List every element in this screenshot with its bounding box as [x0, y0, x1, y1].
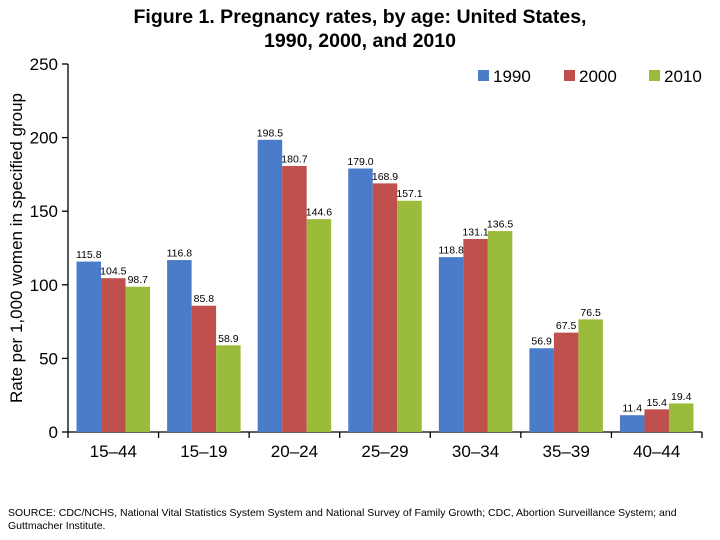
- bar-value-label: 19.4: [671, 391, 692, 403]
- bar-value-label: 180.7: [281, 154, 307, 166]
- bar-2000: [191, 305, 217, 432]
- x-tick-label: 15–44: [90, 442, 137, 461]
- y-tick-label: 200: [30, 129, 58, 148]
- bar-1990: [619, 415, 645, 432]
- bar-2010: [216, 345, 241, 432]
- bar-1990: [348, 168, 373, 432]
- y-tick-label: 250: [30, 55, 58, 74]
- bar-value-label: 67.5: [556, 320, 577, 332]
- bar-value-label: 144.6: [306, 207, 332, 219]
- bar-1990: [529, 348, 554, 432]
- x-tick-label: 25–29: [361, 442, 408, 461]
- bar-1990: [257, 139, 283, 433]
- bar-1990: [167, 260, 192, 432]
- bar-2010: [397, 200, 422, 432]
- legend-label-2010: 2010: [664, 67, 702, 86]
- bar-value-label: 118.8: [438, 245, 464, 257]
- bar-value-label: 116.8: [167, 248, 193, 260]
- y-tick-label: 0: [49, 423, 58, 442]
- y-tick-label: 50: [39, 349, 58, 368]
- x-tick-label: 40–44: [633, 442, 680, 461]
- x-tick-label: 20–24: [271, 442, 318, 461]
- bar-value-label: 131.1: [462, 227, 488, 239]
- bar-value-label: 11.4: [622, 403, 642, 415]
- legend-swatch-2000: [564, 70, 575, 81]
- legend-swatch-2010: [649, 70, 660, 81]
- bar-value-label: 56.9: [531, 336, 552, 348]
- legend-label-2000: 2000: [579, 67, 617, 86]
- bar-value-label: 115.8: [76, 249, 102, 261]
- y-tick-label: 150: [30, 202, 58, 221]
- bar-value-label: 198.5: [257, 127, 283, 139]
- chart-title-line-1: Figure 1. Pregnancy rates, by age: Unite…: [133, 6, 587, 28]
- bar-value-label: 104.5: [100, 266, 126, 278]
- bar-value-label: 58.9: [218, 333, 239, 345]
- legend-swatch-1990: [478, 70, 489, 81]
- y-tick-label: 100: [30, 276, 58, 295]
- bar-1990: [76, 261, 102, 432]
- bar-2010: [125, 286, 151, 432]
- x-tick-label: 35–39: [543, 442, 590, 461]
- chart-title-line-2: 1990, 2000, and 2010: [264, 30, 456, 52]
- bar-2000: [644, 409, 669, 432]
- bar-1990: [438, 257, 464, 432]
- chart-title: Figure 1. Pregnancy rates, by age: Unite…: [0, 5, 720, 53]
- bar-2010: [668, 403, 694, 432]
- x-tick-label: 30–34: [452, 442, 499, 461]
- bar-value-label: 136.5: [487, 219, 513, 231]
- bar-chart: 0 50 100 150 200 250 115.8 104.598.7 15–44 116.8 8…: [7, 55, 703, 461]
- bar-2000: [372, 183, 398, 432]
- bar-value-label: 157.1: [396, 188, 422, 200]
- bar-2010: [578, 319, 603, 432]
- bar-value-label: 15.4: [646, 397, 667, 409]
- source-note: SOURCE: CDC/NCHS, National Vital Statist…: [8, 507, 677, 532]
- bar-2000: [463, 239, 488, 432]
- x-tick-label: 15–19: [180, 442, 227, 461]
- bar-2010: [487, 231, 513, 432]
- bar-value-label: 98.7: [128, 274, 149, 286]
- bar-value-label: 168.9: [372, 171, 398, 183]
- bar-value-label: 179.0: [347, 156, 373, 168]
- bar-2000: [101, 278, 126, 432]
- bar-2000: [282, 166, 307, 433]
- legend-label-1990: 1990: [493, 67, 531, 86]
- y-axis-title: Rate per 1,000 women in specified group: [7, 93, 26, 403]
- bar-value-label: 85.8: [194, 293, 215, 305]
- bar-2010: [306, 219, 332, 432]
- bar-2000: [553, 332, 579, 432]
- bar-value-label: 76.5: [580, 307, 601, 319]
